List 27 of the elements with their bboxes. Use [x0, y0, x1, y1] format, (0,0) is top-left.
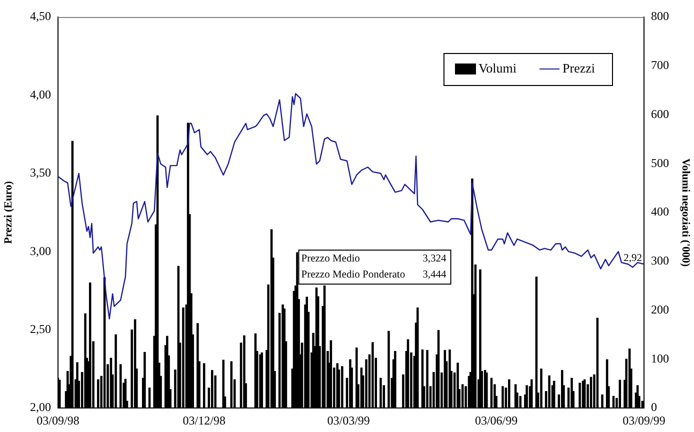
x-tick-label: 03/09/99 [622, 413, 666, 428]
y2-tick-label: 300 [651, 254, 669, 268]
y2-axis-title: Volumi negoziati ('000) [680, 158, 692, 268]
legend-label: Prezzi [562, 60, 596, 76]
legend-label: Volumi [478, 60, 517, 76]
y2-tick-label: 700 [651, 58, 669, 72]
y2-tick-label: 400 [651, 204, 669, 219]
y2-tick-label: 500 [651, 156, 669, 170]
x-tick-label: 03/03/99 [327, 413, 370, 428]
text: Prezzo Medio Ponderato 3,444 [301, 269, 446, 280]
y2-tick-label: 100 [651, 351, 669, 366]
y-tick-label: 3,50 [30, 166, 51, 180]
y-tick-label: 2,00 [30, 400, 51, 414]
y-axis-title: Prezzi (Euro) [2, 180, 14, 244]
x-tick-label: 03/12/98 [182, 413, 226, 428]
x-tick-label: 03/09/98 [36, 413, 80, 428]
y2-tick-label: 800 [651, 9, 669, 24]
y-tick-label: 4,50 [30, 9, 51, 24]
y2-tick-label: 0 [651, 400, 657, 414]
text: Prezzo Medio 3,324 [301, 253, 446, 264]
annotation: 2,92 [624, 252, 642, 264]
y2-tick-label: 600 [651, 106, 669, 121]
y-tick-label: 3,00 [30, 244, 51, 258]
y-tick-label: 4,00 [30, 87, 51, 102]
y-tick-label: 2,50 [30, 322, 51, 336]
y2-tick-label: 200 [651, 302, 669, 316]
x-tick-label: 03/06/99 [474, 413, 518, 428]
